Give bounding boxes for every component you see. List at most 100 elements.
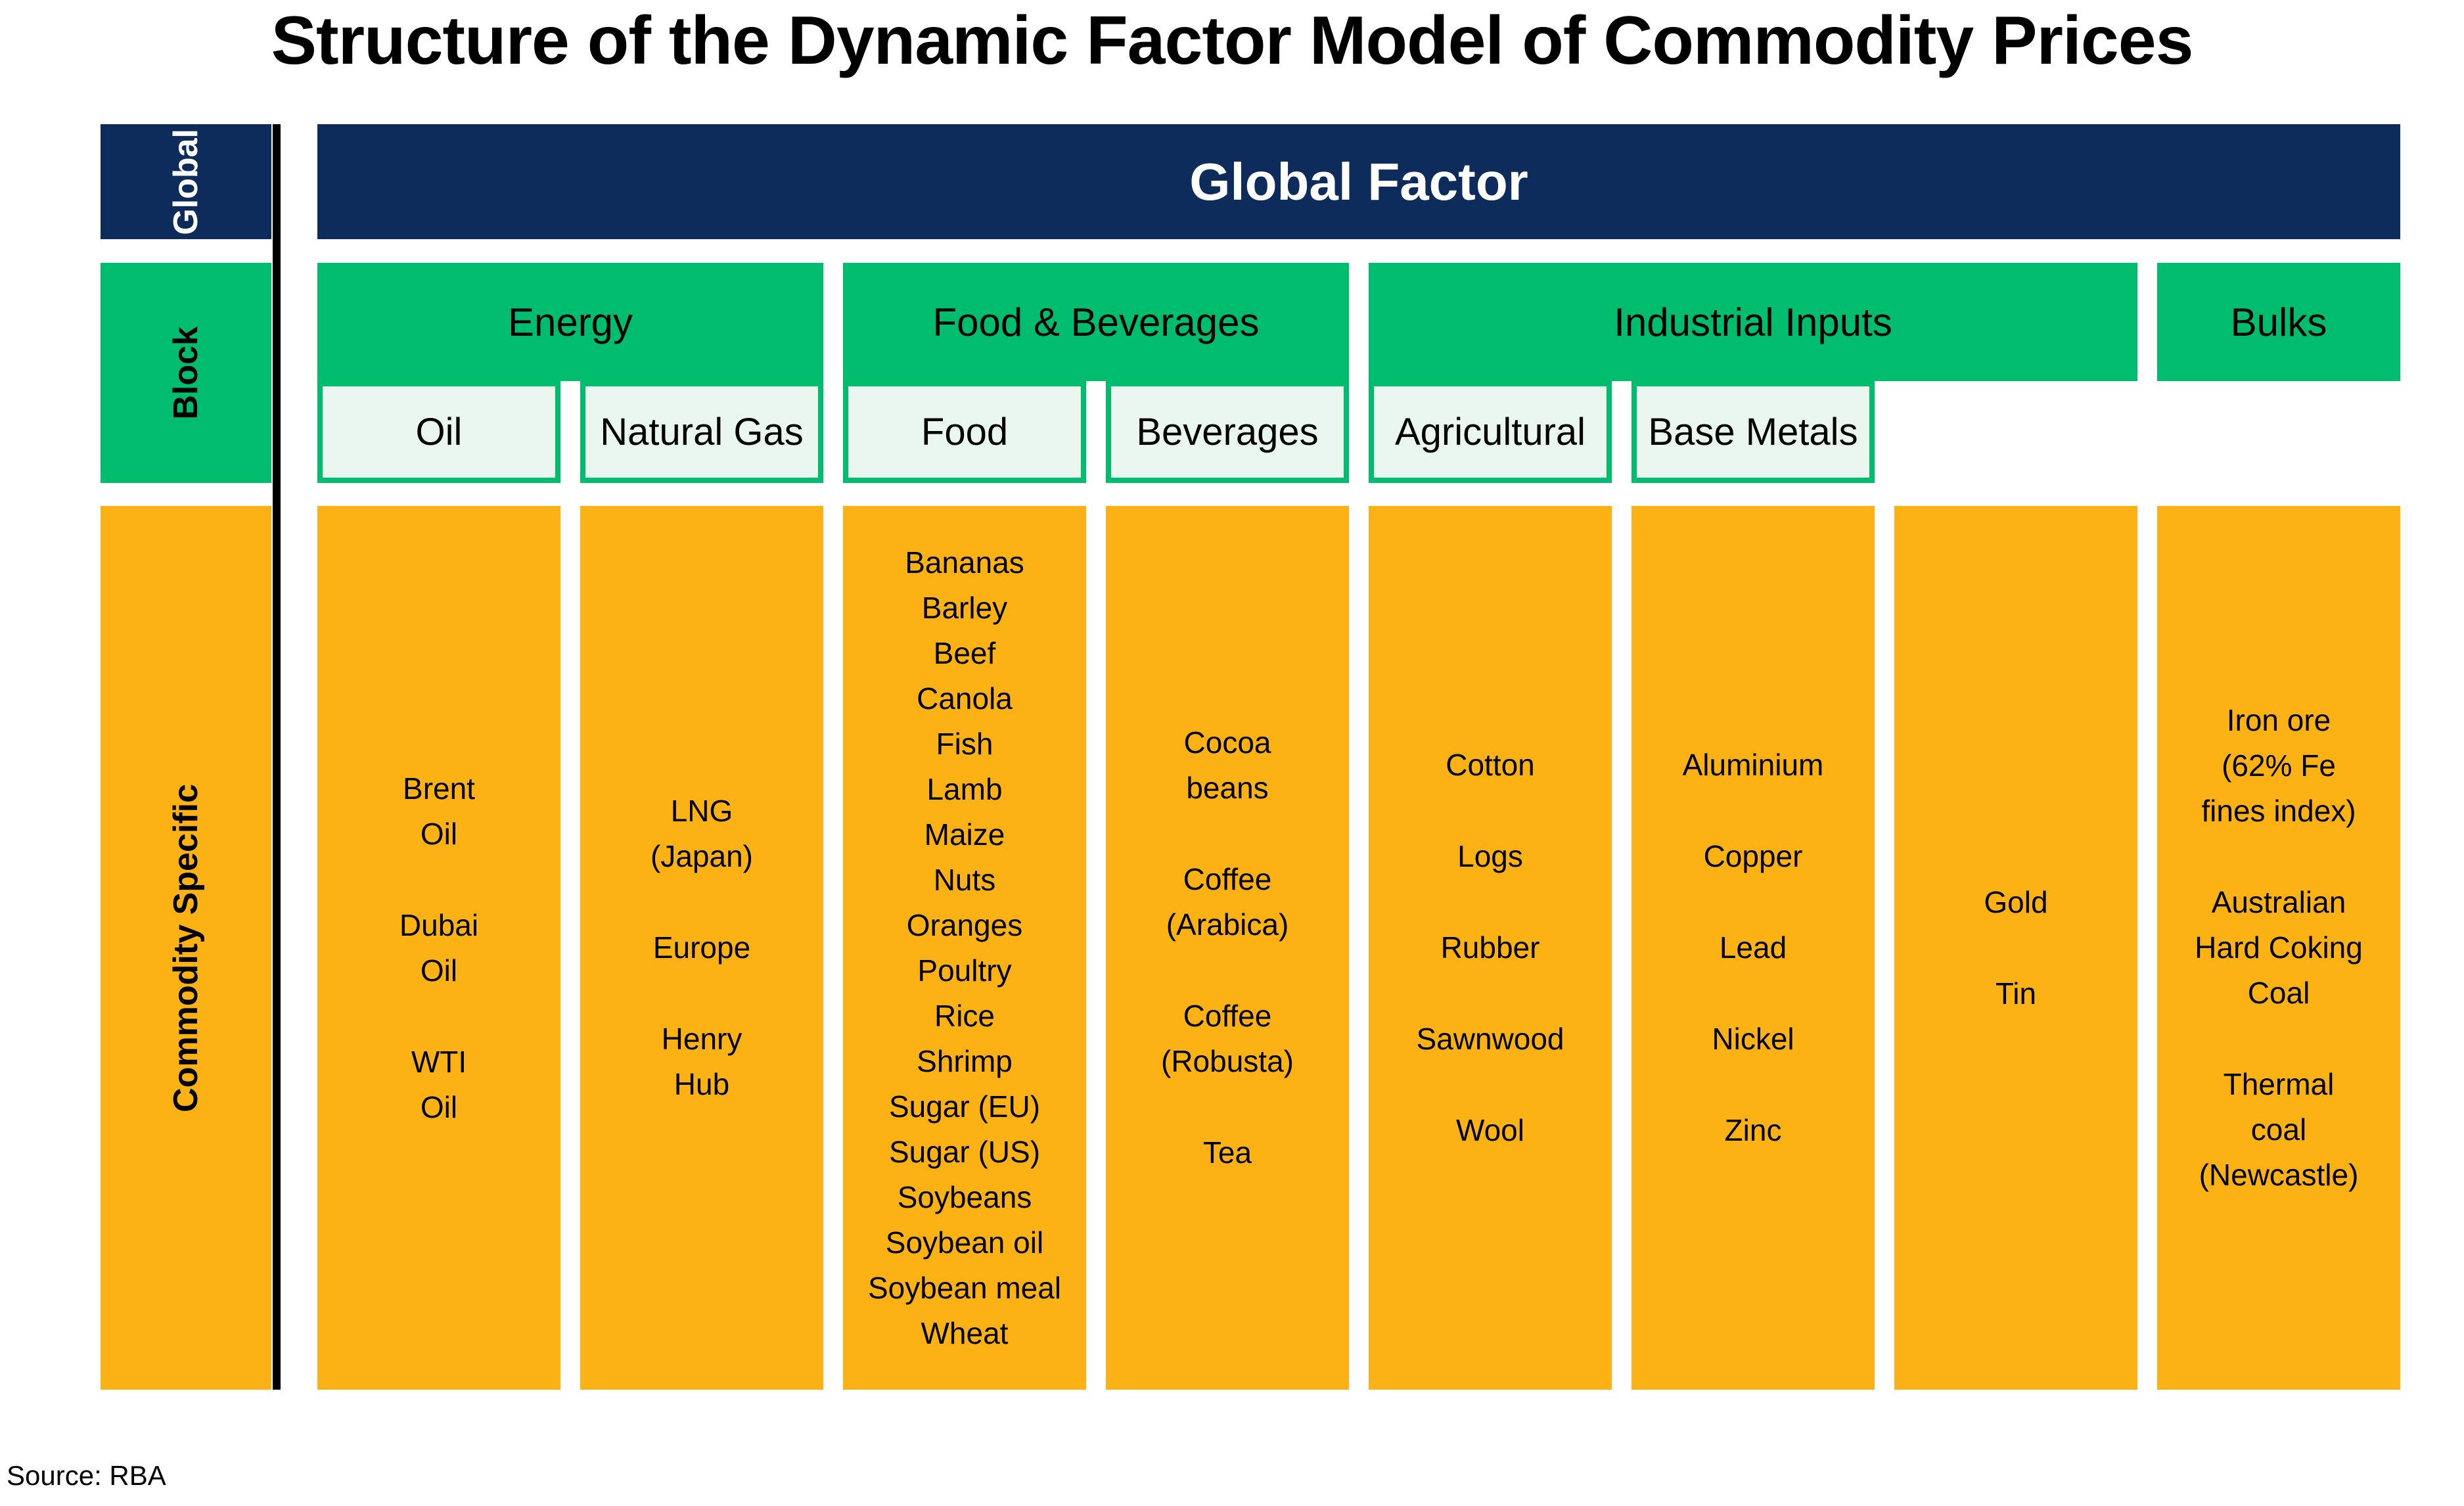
row-label-global: Global [167,128,205,235]
commodity-group: Cocoa beans [1184,720,1271,811]
commodity-line: Cotton [1446,748,1535,782]
commodity-line: Shrimp [917,1043,1013,1078]
commodity-column-oil: Brent Oil Dubai Oil WTI Oil [317,506,560,1390]
commodity-group: Coffee (Robusta) [1161,993,1294,1084]
commodity-group: Tea [1203,1130,1252,1175]
sub-block-natural-gas: Natural Gas [580,381,823,483]
commodity-group: Thermal coal (Newcastle) [2199,1062,2359,1198]
commodity-group: Bananas Barley Beef Canola Fish Lamb Maize Nuts… [868,540,1061,1356]
commodity-group: Rubber [1441,925,1540,970]
commodity-line: Hub [673,1067,730,1101]
commodity-line: Lead [1719,930,1787,965]
commodity-line: Oranges [906,907,1023,942]
block-header-energy: Energy [317,263,823,381]
commodity-group: Lead [1720,925,1787,970]
commodity-line: Nickel [1712,1022,1794,1056]
commodity-line: Wool [1456,1113,1524,1147]
commodity-line: Zinc [1724,1113,1782,1147]
commodity-line: Wheat [921,1315,1009,1350]
commodity-line: Barley [921,590,1008,625]
commodity-line: Oil [420,1089,458,1124]
commodity-line: (Arabica) [1166,907,1289,942]
commodity-group: Aluminium [1683,742,1824,788]
block-row: Energy Oil Natural Gas Food & Beverages Food… [317,263,2400,483]
row-label-commodity-specific: Commodity Specific [167,783,205,1112]
commodity-line: Tin [1995,976,2037,1011]
commodity-line: Rubber [1440,930,1540,965]
global-factor-bar: Global Factor [317,124,2400,239]
commodity-line: Europe [652,930,751,965]
commodity-group: Brent Oil [403,766,475,857]
commodity-line: Rice [934,998,995,1033]
commodity-line: (62% Fe [2222,748,2336,783]
commodity-line: Soybeans [897,1179,1032,1214]
commodity-line: Iron ore [2226,703,2331,737]
commodity-group: Dubai Oil [399,903,478,993]
commodity-line: coal [2250,1112,2307,1147]
commodity-line: Poultry [917,953,1012,988]
row-label-commodity-specific-box: Commodity Specific [101,506,271,1390]
commodity-line: Aluminium [1682,748,1824,782]
commodity-line: Hard Coking [2195,930,2363,965]
commodity-group: Europe [653,925,750,970]
source-note: Source: RBA [7,1460,166,1491]
commodity-line: Oil [420,953,458,988]
commodity-group: Logs [1457,834,1523,879]
commodity-group: Sawnwood [1416,1016,1564,1062]
page-title: Structure of the Dynamic Factor Model of… [271,3,2194,79]
sub-block-food: Food [843,381,1086,483]
vertical-divider-line [273,124,281,1390]
row-label-block: Block [167,326,205,420]
commodity-group: Wool [1456,1108,1524,1153]
block-header-food-beverages: Food & Beverages [843,263,1349,381]
sub-block-agricultural: Agricultural [1369,381,1612,483]
commodity-line: Coffee [1183,999,1272,1033]
row-label-block-box: Block [101,263,271,483]
commodity-line: Logs [1457,839,1523,873]
commodity-line: Gold [1984,884,2048,919]
commodity-column-base-metals: Aluminium Copper Lead Nickel Zinc [1631,506,1875,1390]
block-header-bulks: Bulks [2157,263,2400,381]
commodity-group: Australian Hard Coking Coal [2195,880,2363,1016]
sub-block-beverages: Beverages [1106,381,1349,483]
commodity-line: Sawnwood [1416,1022,1564,1056]
commodity-line: Beef [933,635,996,670]
commodity-line: Oil [420,816,458,851]
commodity-line: Tea [1202,1135,1252,1170]
commodity-line: Soybean oil [885,1225,1044,1260]
commodity-line: Brent [403,771,475,806]
commodity-group: Henry Hub [662,1016,742,1107]
commodity-group: WTI Oil [411,1039,467,1130]
commodity-column-beverages: Cocoa beans Coffee (Arabica) Coffee (Robusta)… [1106,506,1349,1390]
commodity-line: Maize [924,817,1005,852]
commodity-column-gold-tin: Gold Tin [1894,506,2137,1390]
commodity-column-agricultural: Cotton Logs Rubber Sawnwood Wool [1369,506,1612,1390]
commodity-group: Coffee (Arabica) [1166,857,1289,947]
commodity-line: Cocoa [1183,725,1271,760]
commodity-group: Copper [1704,834,1803,879]
commodity-group: Iron ore (62% Fe fines index) [2201,698,2356,834]
commodity-line: Sugar (US) [888,1134,1041,1169]
commodity-line: LNG [670,794,733,828]
commodity-line: Thermal [2223,1067,2335,1101]
commodity-columns: Brent Oil Dubai Oil WTI Oil LNG (Japan) Europe He… [317,506,2400,1390]
commodity-group: Gold [1984,880,2047,925]
commodity-group: Nickel [1712,1016,1794,1062]
commodity-line: Australian [2211,885,2346,919]
commodity-line: fines index) [2201,794,2356,828]
commodity-group: Cotton [1446,742,1535,788]
commodity-line: Copper [1703,839,1803,873]
commodity-line: (Newcastle) [2199,1158,2359,1192]
commodity-line: Nuts [933,862,996,897]
commodity-line: beans [1186,771,1269,805]
commodity-line: WTI [411,1044,467,1079]
commodity-column-bulks: Iron ore (62% Fe fines index) Australian Har… [2157,506,2400,1390]
commodity-line: Sugar (EU) [888,1089,1041,1124]
commodity-group: Tin [1996,971,2036,1016]
commodity-group: LNG (Japan) [650,788,753,879]
commodity-group: Zinc [1725,1108,1782,1153]
sub-block-oil: Oil [317,381,560,483]
commodity-column-natural-gas: LNG (Japan) Europe Henry Hub [580,506,823,1390]
commodity-line: (Robusta) [1161,1044,1294,1078]
